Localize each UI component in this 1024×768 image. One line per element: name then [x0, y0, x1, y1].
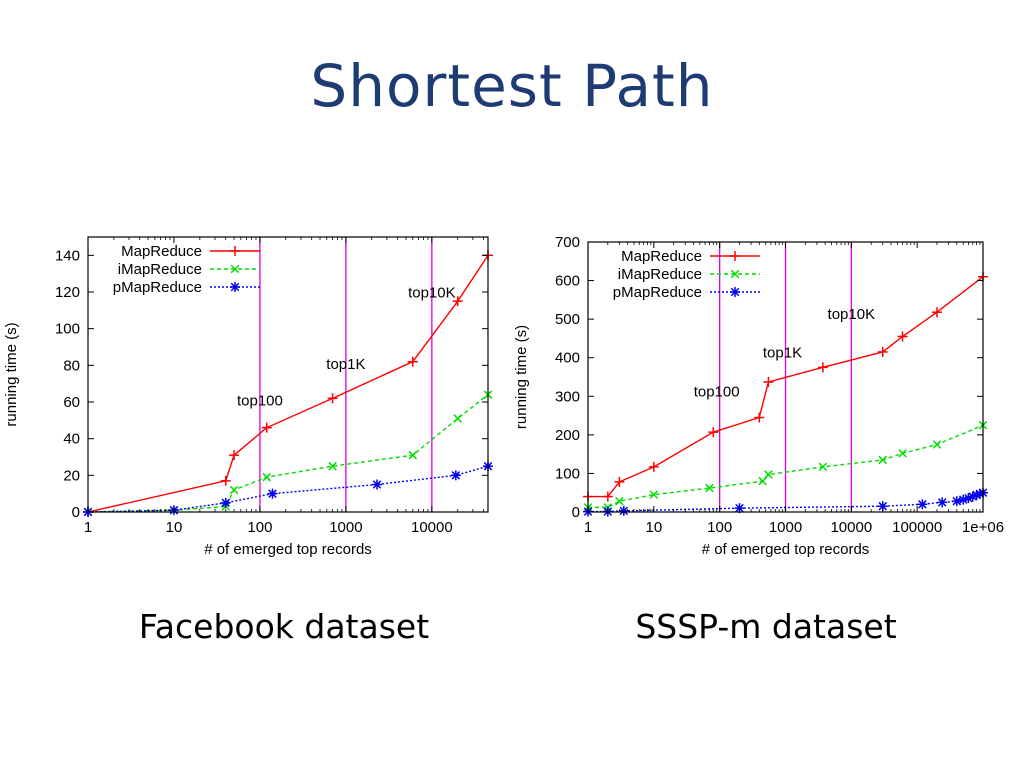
- y-tick-label: 200: [555, 427, 580, 444]
- annotation-top100: top100: [694, 383, 740, 400]
- x-tick-label: 100: [247, 519, 272, 536]
- slide-title: Shortest Path: [310, 52, 714, 120]
- y-tick-label: 400: [555, 350, 580, 367]
- legend-label-pmapreduce: pMapReduce: [113, 279, 202, 296]
- data-point-mapreduce: [614, 476, 625, 487]
- y-tick-label: 80: [63, 357, 80, 374]
- annotation-top10k: top10K: [408, 285, 456, 302]
- x-tick-label: 100000: [892, 519, 942, 536]
- data-point-imapreduce: [649, 490, 659, 499]
- annotation-top1k: top1K: [763, 345, 802, 362]
- y-tick-label: 40: [63, 431, 80, 448]
- data-point-mapreduce: [327, 393, 338, 404]
- data-point-imapreduce: [932, 440, 942, 449]
- data-point-pmapreduce: [967, 491, 978, 502]
- caption-sssp-dataset: SSSP-m dataset: [635, 607, 897, 646]
- data-point-mapreduce: [897, 331, 908, 342]
- data-point-mapreduce: [452, 296, 463, 307]
- y-tick-label: 300: [555, 388, 580, 405]
- y-axis-label: running time (s): [513, 325, 530, 429]
- x-tick-label: 10000: [411, 519, 453, 536]
- series-line-imapreduce: [87, 394, 489, 513]
- y-tick-label: 0: [572, 504, 580, 521]
- y-tick-label: 100: [555, 465, 580, 482]
- data-point-pmapreduce: [220, 497, 231, 508]
- y-tick-label: 0: [72, 504, 80, 521]
- x-tick-label: 100: [707, 519, 732, 536]
- data-point-imapreduce: [408, 450, 418, 460]
- x-tick-label: 10: [645, 519, 662, 536]
- legend-marker-mapreduce: [230, 246, 240, 256]
- data-point-imapreduce: [328, 461, 337, 471]
- data-point-mapreduce: [708, 427, 719, 438]
- series-line-mapreduce: [87, 254, 489, 513]
- x-tick-label: 1000: [329, 519, 362, 536]
- y-tick-label: 600: [555, 273, 580, 290]
- annotation-top100: top100: [237, 393, 283, 410]
- data-point-pmapreduce: [371, 479, 382, 490]
- data-point-pmapreduce: [267, 488, 278, 499]
- data-point-mapreduce: [602, 491, 613, 502]
- legend-label-mapreduce: MapReduce: [621, 248, 702, 265]
- caption-facebook-dataset: Facebook dataset: [138, 607, 430, 646]
- x-tick-label: 1: [84, 519, 92, 536]
- data-point-mapreduce: [763, 377, 774, 388]
- data-point-pmapreduce: [618, 505, 629, 516]
- data-point-mapreduce: [754, 412, 765, 423]
- annotation-top1k: top1K: [326, 356, 365, 373]
- data-point-pmapreduce: [450, 470, 461, 481]
- y-tick-label: 120: [55, 284, 80, 301]
- data-point-imapreduce: [878, 455, 888, 465]
- legend-marker-pmapreduce: [230, 282, 240, 292]
- x-axis-label: # of emerged top records: [702, 541, 870, 558]
- legend-marker-imapreduce: [230, 264, 240, 274]
- data-point-mapreduce: [229, 450, 240, 461]
- legend-marker-mapreduce: [730, 251, 740, 261]
- data-point-imapreduce: [229, 485, 239, 495]
- y-tick-label: 500: [555, 311, 580, 328]
- data-point-imapreduce: [615, 496, 624, 506]
- data-point-mapreduce: [931, 307, 942, 318]
- x-tick-label: 1e+06: [962, 519, 1004, 536]
- data-point-mapreduce: [261, 422, 272, 433]
- sssp-chart: 0 100 200 300 400 500 600 700 1 10 100 1000 10000 100…: [513, 234, 1004, 558]
- data-point-imapreduce: [453, 414, 463, 423]
- data-point-imapreduce: [262, 472, 272, 482]
- y-tick-label: 20: [63, 467, 80, 484]
- x-tick-label: 1000: [769, 519, 802, 536]
- x-tick-label: 10000: [830, 519, 872, 536]
- annotation-top10k: top10K: [828, 306, 876, 323]
- data-point-pmapreduce: [917, 499, 928, 510]
- x-tick-label: 1: [584, 519, 592, 536]
- plot-frame: [87, 236, 489, 513]
- legend-marker-pmapreduce: [730, 287, 740, 297]
- data-point-imapreduce: [818, 462, 828, 472]
- data-point-mapreduce: [407, 356, 418, 367]
- x-axis-label: # of emerged top records: [204, 541, 372, 558]
- y-axis-label: running time (s): [3, 322, 20, 426]
- y-tick-label: 60: [63, 394, 80, 411]
- data-point-imapreduce: [705, 483, 714, 493]
- series-line-mapreduce: [588, 276, 984, 498]
- data-point-pmapreduce: [951, 496, 962, 507]
- data-point-imapreduce: [764, 470, 773, 479]
- facebook-chart: 0 20 40 60 80 100 120 140 1 10 100 1000 10000 # of em…: [3, 236, 493, 558]
- legend-label-imapreduce: iMapReduce: [118, 261, 202, 278]
- data-point-mapreduce: [877, 346, 888, 357]
- y-tick-label: 700: [555, 234, 580, 251]
- x-tick-label: 10: [166, 519, 183, 536]
- data-point-imapreduce: [898, 449, 907, 458]
- legend-label-imapreduce: iMapReduce: [618, 266, 702, 283]
- y-tick-label: 100: [55, 321, 80, 338]
- data-point-mapreduce: [817, 362, 828, 373]
- legend-label-pmapreduce: pMapReduce: [613, 284, 702, 301]
- data-point-mapreduce: [220, 475, 231, 486]
- legend-label-mapreduce: MapReduce: [121, 243, 202, 260]
- data-point-pmapreduce: [937, 497, 948, 508]
- legend-marker-imapreduce: [730, 269, 740, 279]
- data-point-mapreduce: [648, 461, 659, 472]
- y-tick-label: 140: [55, 247, 80, 264]
